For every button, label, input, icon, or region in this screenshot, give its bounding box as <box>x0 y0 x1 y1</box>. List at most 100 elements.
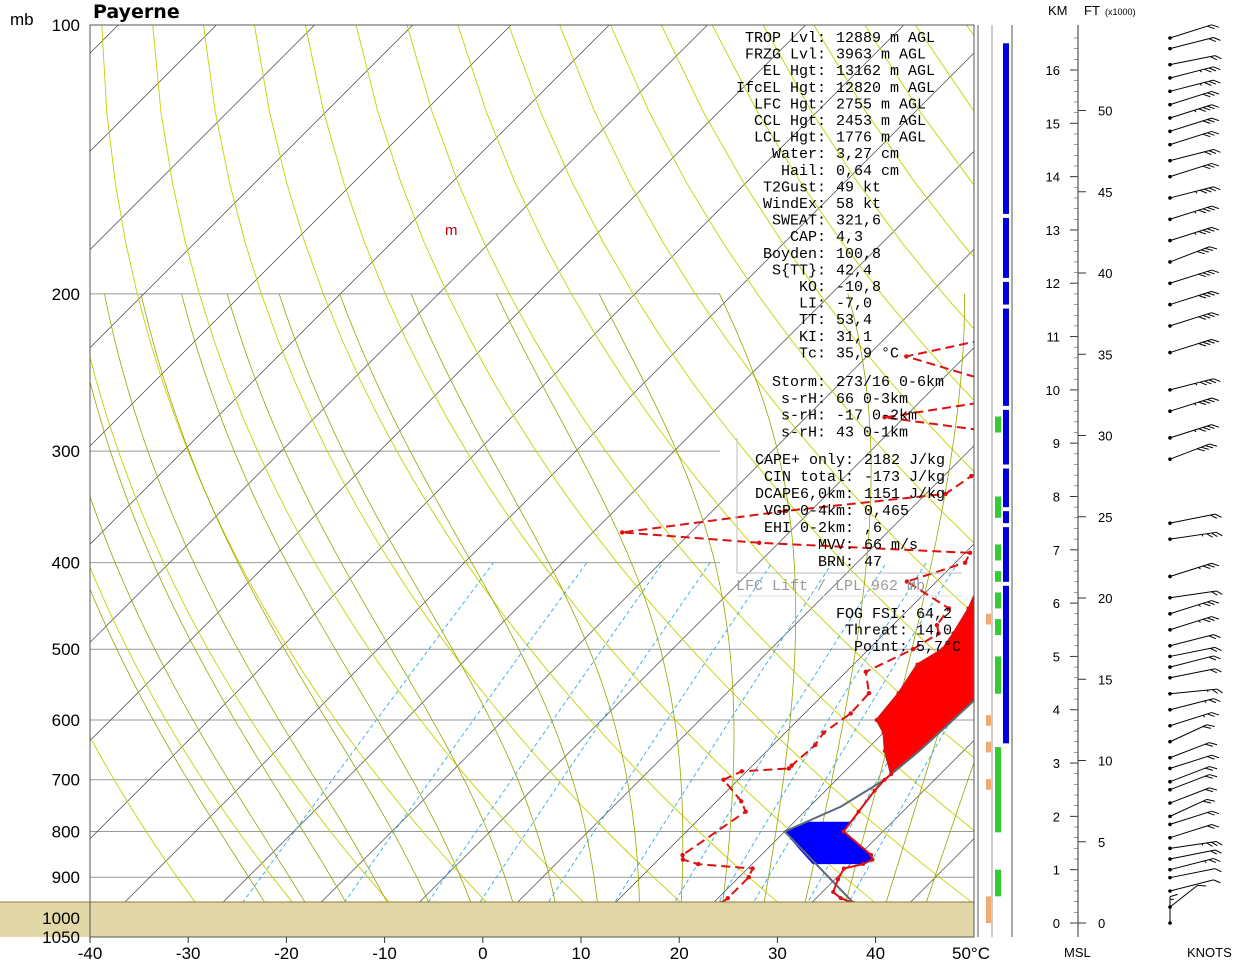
wind-barb-staff <box>1169 104 1212 119</box>
pressure-label-200: 200 <box>52 285 80 304</box>
cloud-bar-orange <box>986 896 991 923</box>
index-key: Tc: <box>799 345 826 362</box>
wind-barb-staff <box>1169 290 1212 306</box>
wind-barb-staff <box>1169 688 1218 695</box>
wind-barb-flag <box>1205 788 1214 793</box>
dewpoint-point <box>934 623 940 628</box>
wind-barb-flag <box>1202 341 1211 346</box>
wind-barb-flag <box>1211 290 1220 295</box>
index-value: 47 <box>864 554 882 571</box>
wind-barb-flag <box>1211 754 1220 759</box>
wind-barb-flag <box>1207 425 1215 430</box>
wind-barb-flag <box>1197 884 1207 887</box>
mixing-ratio-line <box>456 562 711 937</box>
wind-barb-flag <box>1206 842 1213 847</box>
dewpoint-point <box>789 763 794 768</box>
wind-barb-flag <box>1211 226 1220 231</box>
temperature-point <box>1160 346 1164 350</box>
cloud-bar-orange <box>986 741 991 753</box>
cloud-bar-gap <box>1003 464 1009 469</box>
wind-barb-flag <box>1213 37 1221 41</box>
temperature-point <box>882 748 887 753</box>
wind-barb-flag <box>1209 742 1218 746</box>
index-key: s-rH: <box>781 424 826 441</box>
wind-barb-staff <box>1169 774 1210 791</box>
cloud-bar-green <box>995 571 1001 582</box>
temp-label--40: -40 <box>78 944 103 963</box>
wind-barb-base <box>1168 260 1172 264</box>
wind-barb-staff <box>1169 787 1210 804</box>
dry-adiabat <box>966 25 974 37</box>
cloud-bar-gap <box>1003 743 1009 748</box>
index-key: DCAPE6,0km: <box>755 486 854 503</box>
wind-barb-flag <box>1199 381 1207 386</box>
dewpoint-point <box>967 550 973 556</box>
wind-barb-base <box>1168 388 1172 392</box>
mixing-ratio-line <box>404 562 664 937</box>
wind-barb-flag <box>1216 688 1223 694</box>
index-key: Storm: <box>772 374 826 391</box>
index-value: 3963 m AGL <box>836 47 926 64</box>
index-value: 53,4 <box>836 312 872 329</box>
wind-barb-staff <box>1169 443 1210 460</box>
dewpoint-point <box>743 809 748 814</box>
temperature-point <box>1035 509 1039 513</box>
wind-barb-flag <box>1208 187 1217 192</box>
wind-barb-flag <box>1208 656 1217 661</box>
wind-barb-flag <box>1207 25 1215 30</box>
mixing-ratio-line <box>217 562 494 937</box>
km-tick-5: 5 <box>1053 649 1060 664</box>
mixing-ratio-line <box>592 562 833 937</box>
ft-tick-5: 5 <box>1098 835 1105 850</box>
wind-barb-base <box>1168 675 1172 680</box>
wind-barb-flag <box>1208 635 1217 640</box>
ft-tick-45: 45 <box>1098 185 1112 200</box>
dewpoint-point <box>848 711 853 716</box>
wind-barb-flag <box>1204 151 1212 156</box>
wind-barb-flag <box>1202 93 1211 98</box>
moist-adiabat <box>226 293 523 937</box>
wind-barb-flag <box>1207 340 1215 344</box>
wind-barb-flag <box>1198 231 1207 235</box>
wind-barb-staff <box>1169 634 1214 647</box>
dewpoint-point <box>783 508 789 514</box>
wind-barb-base <box>1168 36 1172 40</box>
wind-barb-flag <box>1202 602 1211 607</box>
wind-barb-half <box>1193 403 1197 406</box>
wind-barb-base <box>1168 707 1172 712</box>
wind-barb-base <box>1168 457 1172 461</box>
wind-barb-flag <box>1211 117 1220 122</box>
wind-barb-flag <box>1198 343 1207 347</box>
pressure-label-400: 400 <box>52 554 80 573</box>
plot-frame <box>89 24 975 938</box>
wind-barb-base <box>1168 665 1172 669</box>
wind-barb-base <box>1168 196 1172 200</box>
wind-barb-base <box>1168 889 1172 893</box>
index-value: 1776 m AGL <box>836 130 926 147</box>
wind-barb-half <box>1204 700 1207 704</box>
wind-barb-staff <box>1169 338 1212 354</box>
index-value: 12889 m AGL <box>836 30 935 47</box>
temp-label-20: 20 <box>670 944 689 963</box>
wind-barb-flag <box>1211 338 1220 343</box>
index-value: 321,6 <box>836 213 881 230</box>
cloud-bar-gap <box>1003 213 1009 218</box>
wind-barb-flag <box>1208 699 1217 704</box>
index-key: S{TT}: <box>772 262 826 279</box>
km-tick-13: 13 <box>1046 223 1060 238</box>
index-key: s-rH: <box>781 391 826 408</box>
wind-barb-flag <box>1210 850 1218 855</box>
isotherm <box>90 25 905 840</box>
temperature-tick-labels: -40 -30 -20 -10 0 10 20 30 40 <box>78 937 885 963</box>
isotherm <box>90 25 806 742</box>
wind-barb-half <box>1193 232 1197 235</box>
wind-barb-flag <box>1196 448 1205 452</box>
dry-adiabat <box>660 25 974 473</box>
pressure-label-1050: 1050 <box>42 928 80 947</box>
temperature-point <box>872 788 877 793</box>
index-key: TT: <box>799 312 826 329</box>
cloud-layer-bars <box>977 25 1013 937</box>
wind-barb-flag <box>1208 38 1217 43</box>
index-key: Boyden: <box>763 246 826 263</box>
index-value: 0,64 cm <box>836 163 899 180</box>
